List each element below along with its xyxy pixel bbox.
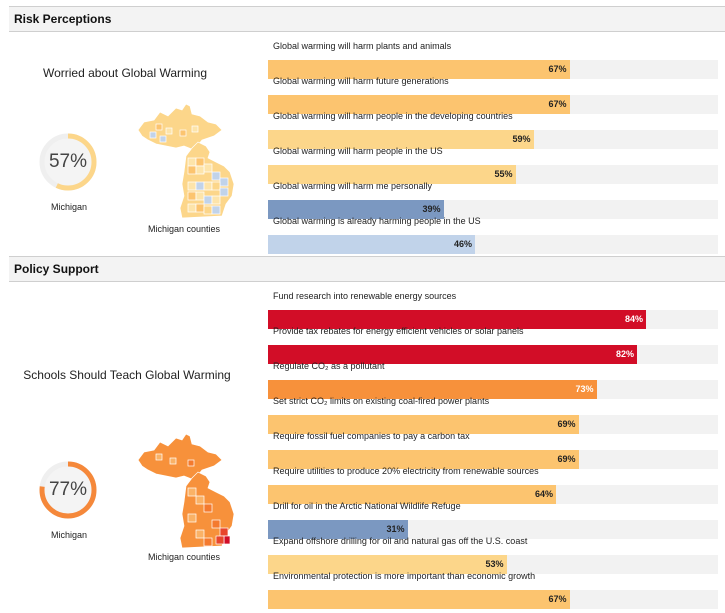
policy-row-track: 73% [268,380,718,399]
risk-row[interactable]: Global warming will harm people in the d… [268,111,718,149]
risk-row[interactable]: Global warming will harm me personally 3… [268,181,718,219]
risk-row-label: Global warming will harm future generati… [273,76,449,86]
risk-state-label: Michigan [51,202,88,212]
policy-row-value: 31% [386,524,405,534]
policy-row-label: Drill for oil in the Arctic National Wil… [273,501,461,511]
policy-row-track: 31% [268,520,718,539]
risk-row-value: 67% [548,99,567,109]
risk-row-track: 67% [268,60,718,79]
policy-row[interactable]: Set strict CO₂ limits on existing coal-f… [268,396,718,434]
policy-row-track: 82% [268,345,718,364]
policy-row-value: 73% [575,384,594,394]
policy-map-label: Michigan counties [148,552,221,562]
policy-row[interactable]: Require fossil fuel companies to pay a c… [268,431,718,469]
policy-state-label: Michigan [51,530,88,540]
policy-row[interactable]: Require utilities to produce 20% electri… [268,466,718,504]
policy-row-bar: 73% [268,380,597,399]
policy-row-value: 64% [534,489,553,499]
risk-row-label: Global warming is already harming people… [273,216,481,226]
risk-row-bar: 55% [268,165,516,184]
risk-donut-value: 57% [48,151,88,172]
schools-metric-title[interactable]: Schools Should Teach Global Warming [23,368,231,382]
policy-row-label: Require fossil fuel companies to pay a c… [273,431,470,441]
policy-row[interactable]: Drill for oil in the Arctic National Wil… [268,501,718,539]
risk-row-track: 46% [268,235,718,254]
risk-michigan-county-map[interactable] [136,100,240,224]
risk-row[interactable]: Global warming will harm future generati… [268,76,718,114]
risk-row-track: 67% [268,95,718,114]
policy-row-value: 53% [485,559,504,569]
policy-row[interactable]: Fund research into renewable energy sour… [268,291,718,329]
risk-row[interactable]: Global warming will harm people in the U… [268,146,718,184]
risk-row-track: 59% [268,130,718,149]
policy-donut-arc [39,461,97,519]
risk-row-value: 55% [494,169,513,179]
policy-row-bar: 64% [268,485,556,504]
risk-row-value: 46% [453,239,472,249]
policy-row[interactable]: Environmental protection is more importa… [268,571,718,609]
policy-row-label: Environmental protection is more importa… [273,571,536,581]
policy-row-track: 53% [268,555,718,574]
risk-perceptions-title: Risk Perceptions [14,12,112,26]
risk-row-bar: 67% [268,95,570,114]
policy-row-bar: 84% [268,310,646,329]
policy-row-label: Provide tax rebates for energy efficient… [273,326,524,336]
policy-support-header: Policy Support [9,256,725,282]
risk-donut [39,133,97,191]
policy-row[interactable]: Provide tax rebates for energy efficient… [268,326,718,364]
policy-row-value: 84% [624,314,643,324]
policy-row-label: Fund research into renewable energy sour… [273,291,457,301]
risk-map-label: Michigan counties [148,224,221,234]
risk-row-bar: 46% [268,235,475,254]
policy-row-value: 69% [557,454,576,464]
risk-donut-arc [39,133,97,191]
policy-row-value: 67% [548,594,567,604]
policy-row-label: Expand offshore drilling for oil and nat… [273,536,528,546]
risk-row-value: 39% [422,204,441,214]
policy-row-value: 82% [615,349,634,359]
risk-row-label: Global warming will harm people in the d… [273,111,513,121]
risk-row-label: Global warming will harm me personally [273,181,433,191]
policy-row-bar: 69% [268,450,579,469]
worried-metric-title[interactable]: Worried about Global Warming [42,66,208,80]
policy-row-track: 64% [268,485,718,504]
risk-perceptions-header: Risk Perceptions [9,6,725,32]
policy-row-bar: 67% [268,590,570,609]
policy-row-track: 69% [268,415,718,434]
risk-row-label: Global warming will harm plants and anim… [273,41,452,51]
policy-row[interactable]: Regulate CO₂ as a pollutant 73% [268,361,718,399]
risk-row[interactable]: Global warming is already harming people… [268,216,718,254]
risk-row[interactable]: Global warming will harm plants and anim… [268,41,718,79]
policy-row-bar: 69% [268,415,579,434]
risk-row-bar: 39% [268,200,444,219]
policy-row-bar: 82% [268,345,637,364]
policy-donut-value: 77% [48,479,88,500]
risk-row-bar: 59% [268,130,534,149]
policy-support-title: Policy Support [14,262,99,276]
risk-row-track: 39% [268,200,718,219]
policy-row-label: Regulate CO₂ as a pollutant [273,361,385,371]
policy-row-label: Set strict CO₂ limits on existing coal-f… [273,396,490,406]
policy-row-bar: 53% [268,555,507,574]
policy-row-label: Require utilities to produce 20% electri… [273,466,539,476]
policy-michigan-county-map[interactable] [136,430,240,554]
risk-row-bar: 67% [268,60,570,79]
policy-donut [39,461,97,519]
policy-row-track: 67% [268,590,718,609]
risk-row-value: 59% [512,134,531,144]
policy-row-track: 84% [268,310,718,329]
risk-row-value: 67% [548,64,567,74]
policy-row-bar: 31% [268,520,408,539]
risk-row-track: 55% [268,165,718,184]
policy-row-value: 69% [557,419,576,429]
policy-row-track: 69% [268,450,718,469]
policy-row[interactable]: Expand offshore drilling for oil and nat… [268,536,718,574]
risk-row-label: Global warming will harm people in the U… [273,146,443,156]
